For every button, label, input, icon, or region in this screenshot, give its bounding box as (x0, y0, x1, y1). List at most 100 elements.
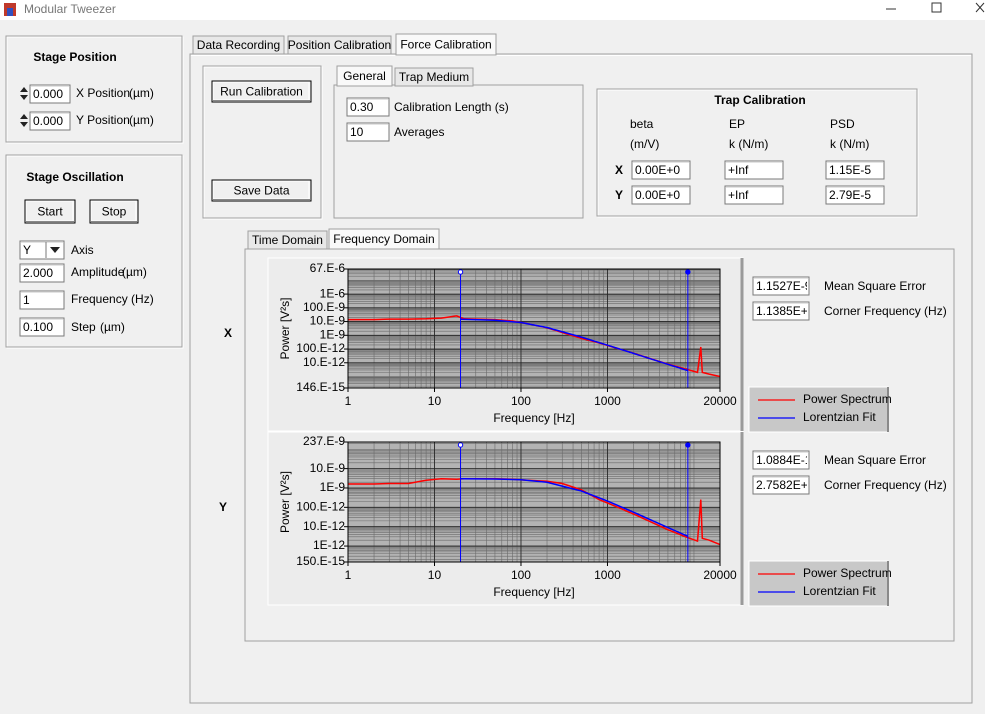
stop-button-label: Stop (102, 205, 127, 219)
corner-frequency-output-value[interactable]: 2.7582E+2 (756, 478, 815, 492)
calibration-value[interactable]: 0.00E+0 (631, 185, 691, 205)
spin-up[interactable] (20, 87, 28, 92)
domain-tab-label[interactable]: Time Domain (252, 233, 323, 247)
axis-dropdown-value[interactable]: Y (23, 243, 31, 257)
calibration-value[interactable]: 1.15E-5 (825, 160, 885, 180)
cursor-handle[interactable] (457, 269, 464, 275)
mse-output[interactable]: 1.1527E-9 (752, 276, 812, 296)
sub-tab-label[interactable]: Trap Medium (399, 70, 469, 84)
step-input[interactable]: 0.100 (19, 317, 65, 337)
label: Y Position (76, 113, 130, 127)
save-data-button[interactable]: Save Data (211, 179, 312, 202)
unit: (µm) (129, 113, 154, 127)
calibration-value-value[interactable]: +Inf (728, 188, 749, 202)
column-unit: (m/V) (630, 137, 659, 151)
maximize-button[interactable] (931, 2, 942, 13)
y-position-input-value[interactable]: 0.000 (33, 114, 63, 128)
corner-frequency-output-box (752, 301, 810, 321)
frequency-input-value[interactable]: 1 (23, 293, 30, 307)
close-glyph (975, 2, 985, 13)
start-button[interactable]: Start (24, 199, 76, 224)
axis-dropdown[interactable]: Y (19, 240, 65, 260)
main-tab[interactable]: Force Calibration (395, 33, 497, 56)
main-tab-label[interactable]: Data Recording (197, 38, 280, 52)
main-tab-label[interactable]: Position Calibration (288, 38, 391, 52)
corner-frequency-output-value[interactable]: 1.1385E+2 (756, 304, 815, 318)
unit: (µm) (129, 86, 154, 100)
mse-output-value[interactable]: 1.0884E-10 (756, 453, 818, 467)
calibration-value-value[interactable]: 2.79E-5 (829, 188, 871, 202)
grid (347, 441, 721, 563)
sub-tab[interactable]: Trap Medium (394, 67, 474, 87)
stage-position-panel (6, 36, 184, 144)
x-position-input[interactable]: 0.000 (29, 84, 71, 104)
run-calibration-button-label: Run Calibration (220, 85, 303, 99)
calibration-value[interactable]: 2.79E-5 (825, 185, 885, 205)
y-position-input[interactable]: 0.000 (29, 111, 71, 131)
mse-output-value[interactable]: 1.1527E-9 (756, 279, 812, 293)
sub-tab-label[interactable]: General (343, 69, 386, 83)
amplitude-input[interactable]: 2.000 (19, 263, 65, 283)
y-tick-label: 1E-12 (313, 538, 345, 552)
averages-input-value[interactable]: 10 (350, 125, 364, 139)
stop-button[interactable]: Stop (89, 199, 139, 224)
cursor-handle[interactable] (685, 442, 691, 448)
y-tick-label: 10.E-12 (303, 519, 345, 533)
mse-output[interactable]: 1.0884E-10 (752, 450, 818, 470)
corner-frequency-output[interactable]: 1.1385E+2 (752, 301, 815, 321)
calibration-value-box (825, 185, 885, 205)
dropdown-arrow[interactable] (50, 247, 60, 253)
calibration-value[interactable]: +Inf (724, 185, 784, 205)
spin-down[interactable] (20, 122, 28, 127)
label: Mean Square Error (824, 279, 926, 293)
sub-tab[interactable]: General (336, 65, 393, 87)
x-position-input-value[interactable]: 0.000 (33, 87, 63, 101)
length-input-value[interactable]: 0.30 (350, 100, 374, 114)
run-calibration-button[interactable]: Run Calibration (211, 80, 312, 103)
calibration-value-box (724, 160, 784, 180)
calibration-value-value[interactable]: 0.00E+0 (635, 188, 680, 202)
amplitude-input-value[interactable]: 2.000 (23, 266, 53, 280)
main-tab[interactable]: Position Calibration (287, 35, 392, 55)
x-tick-label: 20000 (703, 394, 737, 408)
panel-title: Trap Calibration (714, 93, 805, 107)
main-tab[interactable]: Data Recording (192, 35, 285, 55)
cursor-handle[interactable] (457, 442, 464, 448)
calibration-value-value[interactable]: 1.15E-5 (829, 163, 871, 177)
x-tick-label: 1 (345, 394, 352, 408)
legend-label: Power Spectrum (803, 392, 892, 406)
spin-down[interactable] (20, 95, 28, 100)
corner-frequency-output[interactable]: 2.7582E+2 (752, 475, 815, 495)
length-input[interactable]: 0.30 (346, 97, 390, 117)
unit: (µm) (100, 320, 125, 334)
label: Axis (71, 243, 94, 257)
label: Calibration Length (s) (394, 100, 509, 114)
label: X Position (76, 86, 130, 100)
main-tab-label[interactable]: Force Calibration (400, 38, 491, 52)
y-tick-label: 67.E-6 (310, 261, 346, 275)
calibration-value-box (631, 185, 691, 205)
close-button[interactable] (975, 2, 985, 13)
row-label: Y (219, 500, 227, 514)
domain-tab-label[interactable]: Frequency Domain (333, 232, 434, 246)
column-header: PSD (830, 117, 855, 131)
frequency-input[interactable]: 1 (19, 290, 65, 310)
domain-tab[interactable]: Time Domain (247, 230, 328, 250)
domain-tab[interactable]: Frequency Domain (328, 228, 440, 250)
row-label: X (615, 163, 623, 177)
step-input-value[interactable]: 0.100 (23, 320, 53, 334)
spin-up[interactable] (20, 114, 28, 119)
save-data-button-label: Save Data (233, 184, 289, 198)
calibration-value-value[interactable]: 0.00E+0 (635, 163, 680, 177)
cursor-handle[interactable] (685, 269, 691, 275)
step-input-box (19, 317, 65, 337)
y-tick-label: 100.E-12 (296, 341, 345, 355)
calibration-value[interactable]: 0.00E+0 (631, 160, 691, 180)
calibration-value[interactable]: +Inf (724, 160, 784, 180)
calibration-value-value[interactable]: +Inf (728, 163, 749, 177)
averages-input[interactable]: 10 (346, 122, 390, 142)
y-tick-label: 100.E-12 (296, 500, 345, 514)
trap-calibration-panel-border (596, 88, 918, 217)
x-tick-label: 1000 (594, 394, 621, 408)
label: Corner Frequency (Hz) (824, 478, 947, 492)
